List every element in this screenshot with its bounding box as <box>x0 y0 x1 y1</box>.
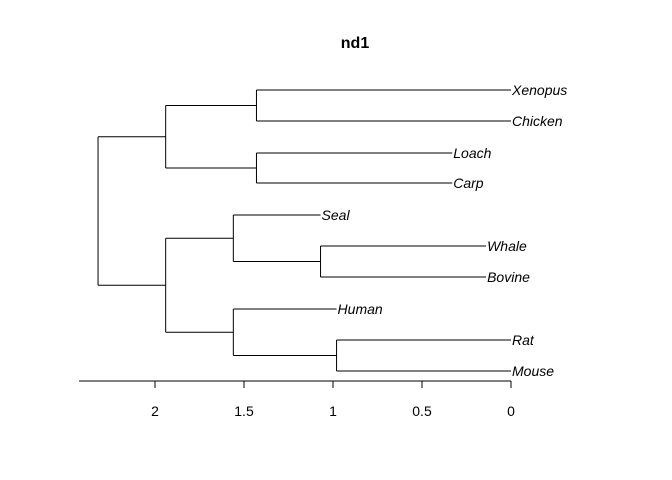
leaf-label-carp: Carp <box>453 175 484 191</box>
leaf-labels-group: Xenopus Chicken Loach Carp Seal Whale Bovine Hu… <box>322 82 568 379</box>
leaf-label-chicken: Chicken <box>512 113 563 129</box>
x-tick-label: 1.5 <box>234 403 254 419</box>
leaf-label-mouse: Mouse <box>512 363 554 379</box>
x-tick-label: 2 <box>151 403 159 419</box>
leaf-label-human: Human <box>338 301 383 317</box>
x-axis: 2 1.5 1 0.5 0 <box>79 380 515 419</box>
leaf-label-seal: Seal <box>322 207 351 223</box>
leaf-label-loach: Loach <box>453 145 491 161</box>
leaf-label-whale: Whale <box>487 238 527 254</box>
leaf-label-bovine: Bovine <box>487 269 530 285</box>
chart-title: nd1 <box>341 35 370 52</box>
leaf-label-xenopus: Xenopus <box>511 82 567 98</box>
x-tick-label: 0.5 <box>412 403 432 419</box>
x-tick-label: 0 <box>507 403 515 419</box>
leaf-label-rat: Rat <box>512 332 535 348</box>
branches-group <box>97 89 511 372</box>
x-tick-label: 1 <box>329 403 337 419</box>
